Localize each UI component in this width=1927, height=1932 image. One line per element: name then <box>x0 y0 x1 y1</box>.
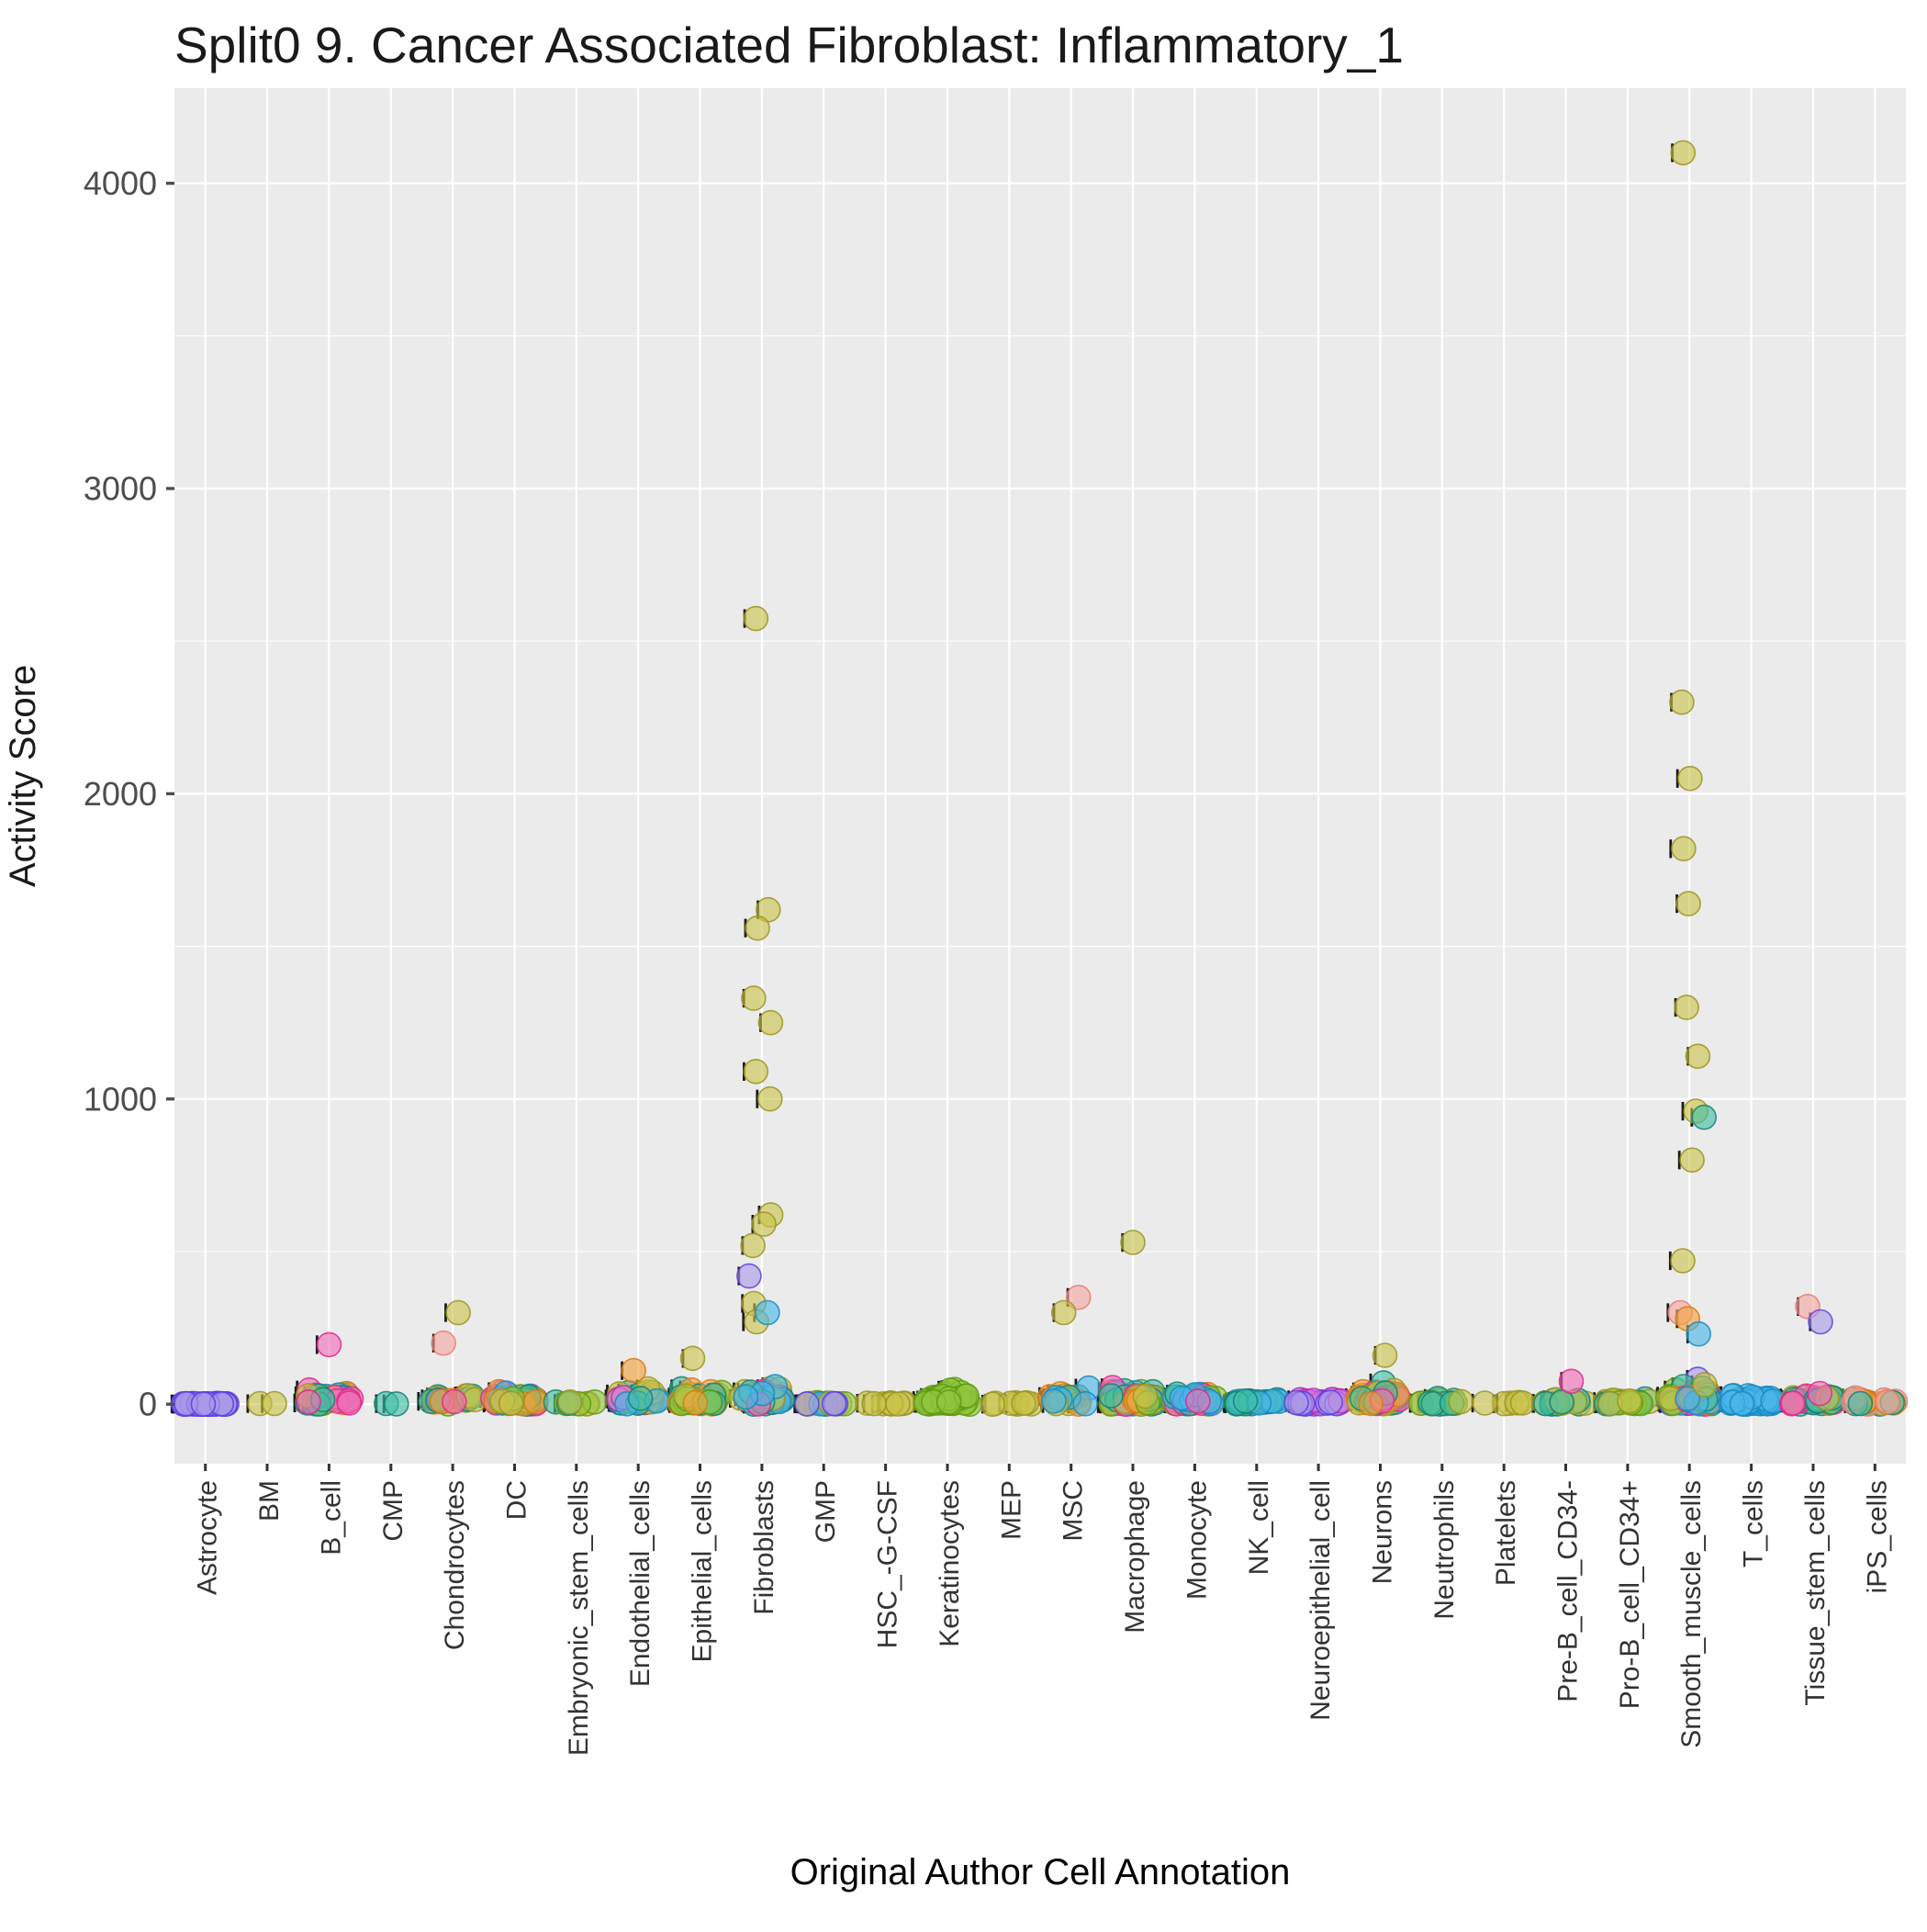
svg-text:2000: 2000 <box>84 775 157 813</box>
svg-text:CMP: CMP <box>378 1480 409 1542</box>
svg-text:T_cells: T_cells <box>1739 1480 1769 1567</box>
svg-text:Original Author Cell Annotatio: Original Author Cell Annotation <box>790 1852 1291 1893</box>
svg-text:Astrocyte: Astrocyte <box>193 1480 223 1595</box>
svg-text:Tissue_stem_cells: Tissue_stem_cells <box>1800 1480 1831 1706</box>
svg-text:3000: 3000 <box>84 470 157 508</box>
svg-text:BM: BM <box>254 1480 285 1522</box>
svg-text:Endothelial_cells: Endothelial_cells <box>625 1480 655 1687</box>
svg-text:NK_cell: NK_cell <box>1244 1480 1274 1575</box>
svg-text:Keratinocytes: Keratinocytes <box>935 1480 965 1647</box>
svg-text:Embryonic_stem_cells: Embryonic_stem_cells <box>564 1480 594 1756</box>
svg-text:Fibroblasts: Fibroblasts <box>749 1480 779 1615</box>
svg-text:Epithelial_cells: Epithelial_cells <box>688 1480 718 1662</box>
svg-text:iPS_cells: iPS_cells <box>1862 1480 1892 1593</box>
svg-text:Chondrocytes: Chondrocytes <box>440 1480 470 1650</box>
svg-text:Monocyte: Monocyte <box>1182 1480 1212 1600</box>
svg-text:1000: 1000 <box>84 1080 157 1118</box>
svg-text:Smooth_muscle_cells: Smooth_muscle_cells <box>1676 1480 1707 1748</box>
svg-text:Neurons: Neurons <box>1368 1480 1398 1584</box>
svg-text:Pre-B_cell_CD34-: Pre-B_cell_CD34- <box>1553 1480 1584 1702</box>
svg-text:Activity Score: Activity Score <box>3 665 43 887</box>
svg-text:DC: DC <box>502 1480 532 1520</box>
svg-text:Platelets: Platelets <box>1491 1480 1521 1586</box>
svg-text:MEP: MEP <box>996 1480 1026 1540</box>
svg-text:Pro-B_cell_CD34+: Pro-B_cell_CD34+ <box>1615 1480 1645 1709</box>
svg-text:GMP: GMP <box>811 1480 841 1543</box>
svg-text:Neutrophils: Neutrophils <box>1429 1480 1460 1620</box>
svg-text:Split0 9. Cancer Associated Fi: Split0 9. Cancer Associated Fibroblast: … <box>174 17 1404 73</box>
svg-text:Macrophage: Macrophage <box>1120 1480 1150 1634</box>
svg-text:4000: 4000 <box>84 164 157 202</box>
svg-text:B_cell: B_cell <box>316 1480 346 1556</box>
svg-text:0: 0 <box>139 1386 157 1423</box>
svg-text:Neuroepithelial_cell: Neuroepithelial_cell <box>1305 1480 1336 1721</box>
svg-text:MSC: MSC <box>1059 1480 1089 1542</box>
svg-text:HSC_-G-CSF: HSC_-G-CSF <box>873 1480 903 1648</box>
